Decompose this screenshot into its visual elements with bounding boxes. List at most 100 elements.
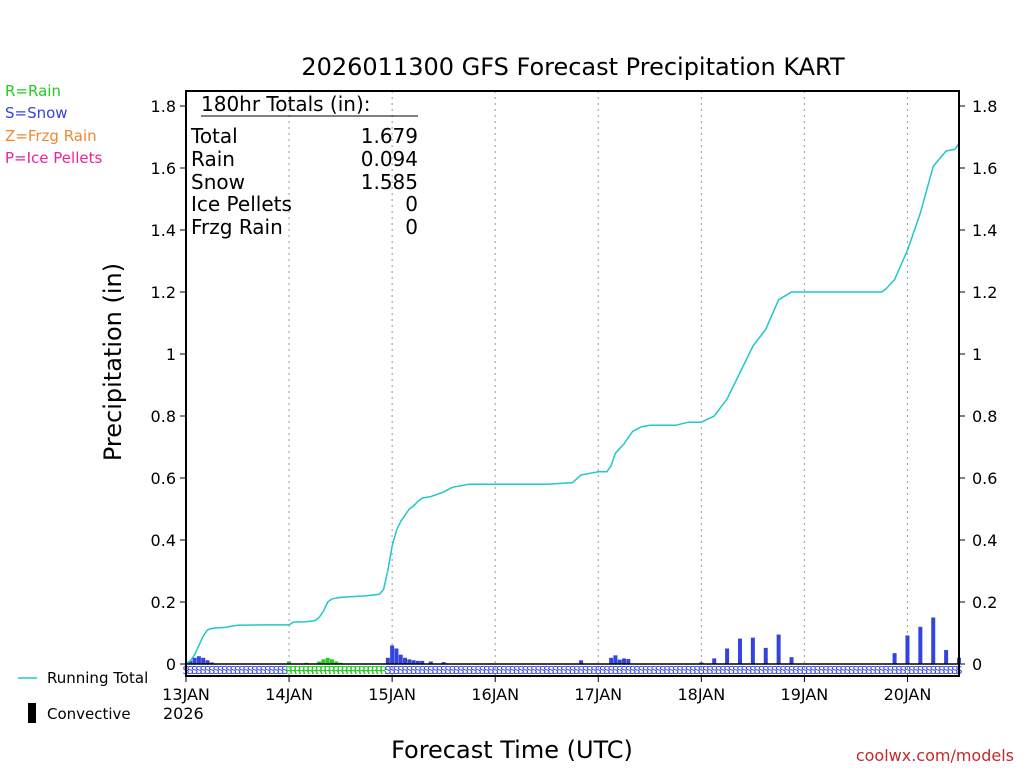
precip-bar (579, 660, 584, 664)
precip-type-mark: S (552, 664, 559, 677)
precip-type-mark: S (921, 664, 928, 677)
precip-bar (330, 659, 335, 664)
precip-bar (613, 655, 618, 664)
precip-type-mark: S (603, 664, 610, 677)
convective-legend-swatch (28, 703, 36, 723)
y-tick-label-right: 1.6 (972, 159, 997, 178)
precip-type-mark: S (440, 664, 447, 677)
precip-type-mark: S (938, 664, 945, 677)
precip-type-mark: R (290, 664, 298, 677)
precip-type-mark: S (874, 664, 881, 677)
precip-type-mark: S (217, 664, 224, 677)
x-axis-label: Forecast Time (UTC) (391, 736, 633, 764)
precip-bar (196, 656, 201, 664)
precip-type-mark: S (487, 664, 494, 677)
y-tick-label-right: 1 (972, 345, 982, 364)
precip-type-mark: S (711, 664, 718, 677)
precip-type-mark: S (384, 664, 391, 677)
totals-frzg-rain-label: Frzg Rain (191, 215, 283, 239)
precip-type-mark: S (187, 664, 194, 677)
precip-type-mark: S (427, 664, 434, 677)
precip-bar (737, 638, 742, 664)
precip-bar (398, 654, 403, 664)
precip-bar (931, 617, 936, 664)
precip-type-mark: S (565, 664, 572, 677)
precip-type-mark: S (852, 664, 859, 677)
totals-header: 180hr Totals (in): (201, 92, 371, 116)
precip-type-mark: S (260, 664, 267, 677)
x-tick-label: 19JAN (781, 685, 829, 704)
legend-ice-pellets: P=Ice Pellets (5, 149, 102, 167)
precip-bar (188, 660, 193, 664)
precip-type-mark: S (741, 664, 748, 677)
precip-type-mark: S (831, 664, 838, 677)
precip-bar (201, 657, 206, 664)
y-tick-label-right: 0 (972, 655, 982, 674)
precip-bar (617, 659, 622, 664)
totals-snow-value: 1.585 (361, 170, 418, 194)
precip-type-mark: R (320, 664, 328, 677)
precip-type-mark: S (608, 664, 615, 677)
precip-type-mark: R (298, 664, 306, 677)
precip-type-mark: S (195, 664, 202, 677)
precip-type-mark: S (784, 664, 791, 677)
precip-type-mark: S (797, 664, 804, 677)
precip-type-mark: S (861, 664, 868, 677)
x-tick-label: 17JAN (574, 685, 622, 704)
precip-type-mark: S (573, 664, 580, 677)
precip-type-mark: S (586, 664, 593, 677)
x-tick-label: 13JAN (162, 685, 210, 704)
gridlines (288, 91, 908, 676)
precip-type-mark: S (758, 664, 765, 677)
precip-type-mark: S (432, 664, 439, 677)
precip-type-mark: S (406, 664, 413, 677)
precip-type-mark: S (883, 664, 890, 677)
precip-type-mark: S (779, 664, 786, 677)
y-tick-label-left: 1.4 (151, 221, 176, 240)
precip-type-mark: R (358, 664, 366, 677)
precip-type-mark: S (655, 664, 662, 677)
precip-type-mark: S (715, 664, 722, 677)
precip-type-mark: S (801, 664, 808, 677)
precip-type-mark: S (870, 664, 877, 677)
precip-bar (776, 634, 781, 664)
precip-bar (209, 662, 214, 664)
precip-type-mark: S (943, 664, 950, 677)
precip-type-mark: S (681, 664, 688, 677)
precip-type-mark: R (328, 664, 336, 677)
precip-bar (789, 657, 794, 664)
precip-type-mark: S (887, 664, 894, 677)
precip-type-mark: S (895, 664, 902, 677)
precip-type-mark: S (749, 664, 756, 677)
y-tick-label-right: 0.4 (972, 531, 997, 550)
precip-type-mark: S (560, 664, 567, 677)
precip-type-mark: S (247, 664, 254, 677)
precip-type-mark: S (569, 664, 576, 677)
precip-type-mark: S (809, 664, 816, 677)
precip-type-mark: S (904, 664, 911, 677)
precip-type-mark: S (844, 664, 851, 677)
precip-bar (725, 648, 730, 664)
precip-bar (192, 657, 197, 664)
precip-bar (441, 662, 446, 664)
precip-type-mark: R (307, 664, 315, 677)
precip-type-mark: S (917, 664, 924, 677)
precip-type-mark: S (256, 664, 263, 677)
precip-type-mark: S (466, 664, 473, 677)
precip-type-mark: R (380, 664, 388, 677)
precip-type-mark: S (500, 664, 507, 677)
chart-title: 2026011300 GFS Forecast Precipitation KA… (301, 53, 845, 81)
precip-type-mark: R (367, 664, 375, 677)
precip-type-mark: S (689, 664, 696, 677)
precip-bar (407, 659, 412, 664)
y-tick-label-right: 0.2 (972, 593, 997, 612)
precip-type-mark: S (767, 664, 774, 677)
precip-type-mark: S (590, 664, 597, 677)
precip-type-mark: S (865, 664, 872, 677)
precip-type-mark: S (646, 664, 653, 677)
precip-type-mark: S (835, 664, 842, 677)
precip-type-mark: S (625, 664, 632, 677)
precip-type-mark: S (268, 664, 275, 677)
precip-bar (205, 660, 210, 664)
precip-type-mark: S (771, 664, 778, 677)
